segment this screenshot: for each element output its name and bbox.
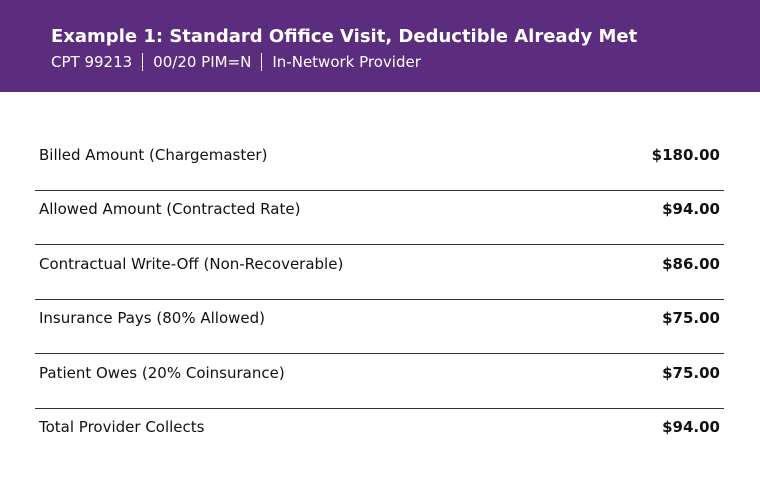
subtitle: CPT 99213 00/20 PIM=N In-Network Provide… — [51, 53, 421, 71]
subtitle-part: CPT 99213 — [51, 53, 133, 71]
header: Example 1: Standard Ofifice Visit, Deduc… — [0, 0, 760, 92]
table-row: Patient Owes (20% Coinsurance) $75.00 — [35, 354, 724, 409]
row-label: Allowed Amount (Contracted Rate) — [39, 200, 301, 219]
row-label: Insurance Pays (80% Allowed) — [39, 309, 265, 328]
row-amount: $180.00 — [651, 146, 720, 164]
row-amount: $75.00 — [662, 363, 720, 382]
subtitle-part: 00/20 PIM=N — [153, 53, 252, 71]
row-label: Billed Amount (Chargemaster) — [39, 146, 268, 164]
row-amount: $86.00 — [662, 254, 720, 273]
row-amount: $94.00 — [662, 418, 720, 436]
table-row: Insurance Pays (80% Allowed) $75.00 — [35, 299, 724, 355]
separator — [261, 53, 263, 71]
row-amount: $75.00 — [662, 309, 720, 328]
separator — [142, 53, 144, 71]
row-amount: $94.00 — [662, 200, 720, 219]
table-row: Contractual Write-Off (Non-Recoverable) $… — [35, 245, 724, 300]
title: Example 1: Standard Ofifice Visit, Deduc… — [51, 26, 638, 47]
row-label: Total Provider Collects — [39, 418, 205, 436]
subtitle-part: In-Network Provider — [272, 53, 421, 71]
table-row: Allowed Amount (Contracted Rate) $94.00 — [35, 190, 724, 246]
table-row: Billed Amount (Chargemaster) $180.00 — [35, 136, 724, 191]
row-label: Patient Owes (20% Coinsurance) — [39, 363, 285, 382]
row-label: Contractual Write-Off (Non-Recoverable) — [39, 254, 344, 273]
table-row: Total Provider Collects $94.00 — [35, 408, 724, 462]
